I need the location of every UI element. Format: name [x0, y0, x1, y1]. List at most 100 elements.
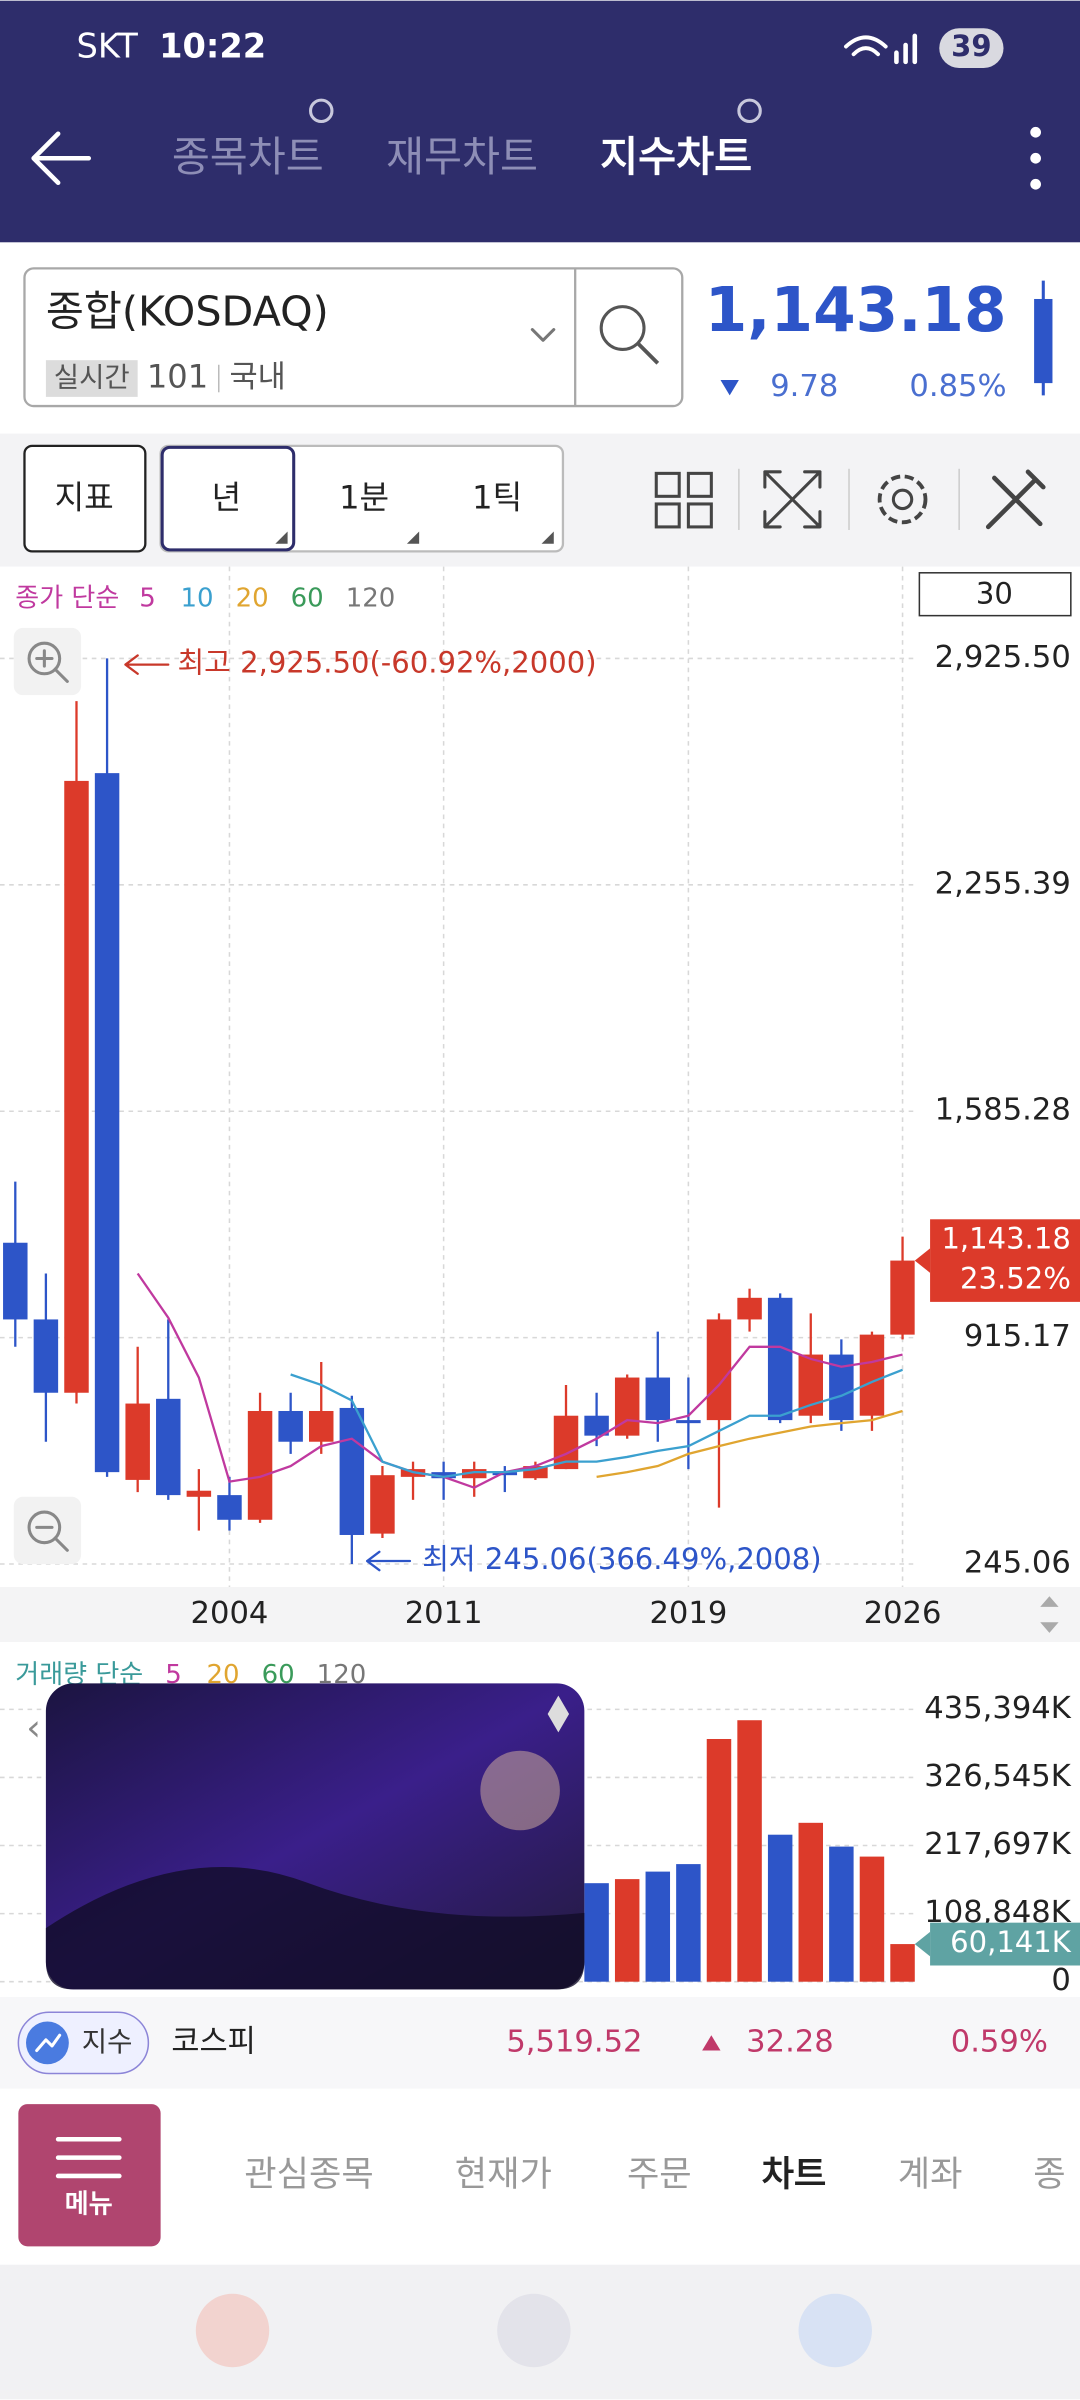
count-box[interactable]: [918, 572, 1072, 617]
fullscreen-icon[interactable]: [763, 470, 822, 529]
legend-title: 종가 단순: [15, 583, 119, 613]
period-selected[interactable]: [160, 445, 296, 552]
candle-body: [339, 1407, 365, 1535]
volume-bar: [890, 1944, 915, 1982]
header-bg: [0, 0, 1080, 243]
ma-line: [290, 1368, 903, 1479]
price-tag-pointer: [914, 1248, 931, 1273]
candle-body: [553, 1415, 579, 1470]
tab-badge: [309, 98, 334, 124]
button-label[interactable]: 지표: [55, 478, 114, 516]
ticker-bg: [0, 1996, 1080, 2089]
video-figure: [480, 1750, 560, 1831]
candle-body: [125, 1403, 150, 1480]
nav-tab[interactable]: 종: [1033, 2154, 1065, 2195]
tab-badge: [737, 98, 762, 124]
candle-body: [706, 1319, 732, 1421]
home-icon[interactable]: [497, 2293, 571, 2368]
search-icon-handle: [636, 341, 660, 365]
search-box[interactable]: [23, 267, 684, 408]
battery-level: 39: [951, 29, 991, 63]
x-tick-label: 2011: [405, 1596, 483, 1631]
home-icon[interactable]: [195, 2293, 270, 2368]
volume-bar: [706, 1738, 732, 1982]
x-tick-label: 2004: [191, 1596, 269, 1631]
ticker-price: 5,519.52: [506, 2024, 642, 2059]
candle-body: [737, 1297, 762, 1320]
search-icon[interactable]: [599, 305, 646, 351]
candle-body: [431, 1472, 456, 1479]
down-arrow: [720, 380, 739, 396]
ticker-badge-label[interactable]: 지수: [82, 2026, 133, 2058]
ticker-name: 코스피: [171, 2024, 255, 2059]
tools-icon[interactable]: [985, 469, 1046, 530]
y-tick-label: 245.06: [964, 1546, 1071, 1581]
menu-label[interactable]: 메뉴: [65, 2190, 113, 2220]
candle-body: [278, 1410, 303, 1442]
count[interactable]: 30: [976, 577, 1013, 611]
volume-bar: [829, 1846, 854, 1982]
settings-icon[interactable]: [877, 474, 928, 525]
video-crowd: [45, 1866, 585, 1990]
signal-icon: [894, 33, 918, 65]
change-pct: 0.85%: [909, 369, 1006, 404]
x-axis-bg: [0, 1587, 1080, 1643]
change: 9.78: [770, 369, 838, 404]
ticker-change: 32.28: [746, 2024, 834, 2059]
volume-bar: [645, 1871, 671, 1982]
volume-legend-entry: 20: [207, 1660, 240, 1690]
close-arrow[interactable]: ‹: [26, 1706, 41, 1749]
y-tick-label: 915.17: [964, 1319, 1071, 1354]
candle-body: [3, 1242, 28, 1320]
candle-body: [584, 1415, 609, 1436]
scroll-icon[interactable]: [1040, 1596, 1059, 1633]
tab[interactable]: 재무차트: [386, 133, 538, 181]
bottom-nav-bg: [0, 2088, 1080, 2265]
ticker-icon-line: [35, 2033, 62, 2053]
volume-legend-entry: 120: [317, 1660, 367, 1690]
price-tag-value: 1,143.18: [941, 1222, 1070, 1256]
candle-body: [309, 1410, 334, 1442]
button-label[interactable]: 1분: [339, 478, 389, 516]
tab[interactable]: 종목차트: [172, 133, 324, 181]
button-label[interactable]: 년: [212, 478, 242, 516]
wifi-icon: [844, 35, 888, 57]
button-label[interactable]: 1틱: [472, 478, 522, 516]
nav-tab[interactable]: 주문: [627, 2154, 692, 2195]
home-icon[interactable]: [798, 2293, 872, 2368]
volume-tag-value: 60,141K: [950, 1925, 1072, 1959]
zoom-out[interactable]: [13, 1496, 82, 1565]
candle-body: [156, 1398, 181, 1496]
zoom-in[interactable]: [13, 627, 82, 696]
candles: [3, 658, 915, 1565]
market: 국내: [229, 360, 285, 395]
index-name[interactable]: 종합(KOSDAQ): [46, 287, 329, 335]
more-button[interactable]: [1030, 126, 1041, 190]
layout-icon[interactable]: [654, 471, 713, 529]
candle-body: [798, 1354, 824, 1416]
volume-tag: [930, 1922, 1080, 1966]
indicator-button[interactable]: [23, 444, 147, 553]
up-arrow: [702, 2035, 721, 2051]
nav-tab[interactable]: 계좌: [898, 2154, 963, 2195]
max-arrow: [124, 654, 170, 675]
y-tick-label: 2,255.39: [935, 866, 1071, 901]
nav-tab[interactable]: 관심종목: [244, 2154, 373, 2195]
nav-tab-active[interactable]: 차트: [762, 2154, 827, 2195]
tab-active[interactable]: 지수차트: [600, 133, 752, 181]
dropdown-icon: [530, 328, 556, 342]
clock: 10:22: [159, 27, 266, 66]
tag: 실시간: [54, 362, 130, 394]
legend-entry: 20: [236, 583, 269, 613]
candle-body: [217, 1495, 242, 1520]
ma-line: [136, 1272, 903, 1489]
nav-tab[interactable]: 현재가: [455, 2154, 552, 2195]
volume-legend-entry: 60: [262, 1660, 295, 1690]
x-tick-label: 2026: [864, 1596, 942, 1631]
mini-candle: [1034, 298, 1053, 384]
y-tick-label: 1,585.28: [935, 1093, 1071, 1128]
back-button[interactable]: [31, 131, 92, 186]
y-tick-label: 326,545K: [924, 1759, 1071, 1794]
